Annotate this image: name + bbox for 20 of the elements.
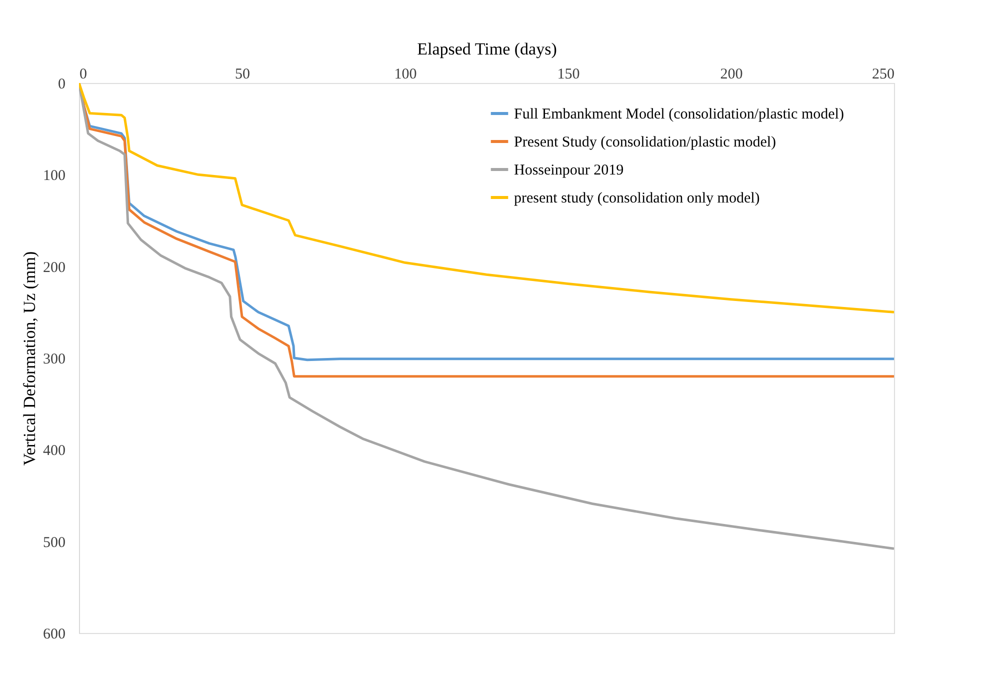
y-axis-title: Vertical Deformation, Uz (mm) [20,251,39,466]
legend-label: present study (consolidation only model) [514,190,760,206]
x-axis-title: Elapsed Time (days) [417,40,557,58]
y-tick-label: 400 [43,443,66,460]
y-tick-label: 200 [43,260,66,276]
x-tick-label: 250 [872,66,894,82]
legend-label: Hosseinpour 2019 [514,162,624,178]
line-series [79,83,894,314]
legend-label: Present Study (consolidation/plastic model) [514,134,776,150]
y-tick-label: 100 [43,168,66,184]
x-tick-label: 100 [394,66,417,82]
x-tick-label: 150 [557,66,580,82]
x-tick-label: 0 [80,66,87,82]
legend-label: Full Embankment Model (consolidation/plastic model) [514,106,844,122]
y-tick-label: 300 [43,352,66,368]
y-tick-label: 600 [43,626,66,642]
y-tick-label: 0 [58,76,66,92]
x-tick-label: 50 [235,66,250,82]
x-tick-label: 200 [720,66,743,82]
y-tick-label: 500 [43,534,66,551]
